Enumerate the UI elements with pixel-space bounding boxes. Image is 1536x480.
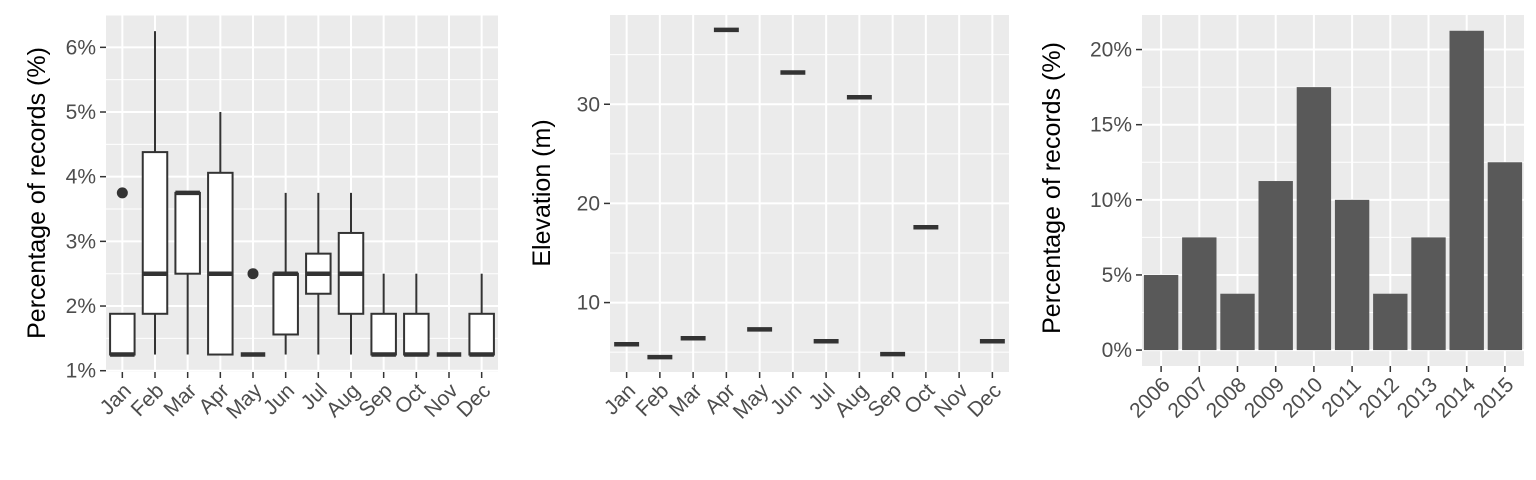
bar [1411,237,1446,351]
monthly-percentage-boxplot: 1%2%3%4%5%6%JanFebMarAprMayJunJulAugSepO… [23,14,498,424]
x-tick-label: Aug [322,379,365,422]
bar [1449,30,1484,351]
y-tick-label: 0% [1102,339,1132,362]
y-tick-label: 3% [66,230,96,253]
x-tick-label: Jan [600,379,640,419]
bar [1334,199,1370,351]
x-tick-label: 2008 [1202,373,1251,422]
y-tick-label: 4% [66,166,96,189]
y-tick-label: 5% [66,101,96,124]
outlier-point [247,268,259,280]
y-tick-label: 15% [1090,114,1132,137]
x-tick-label: 2009 [1240,373,1289,422]
bar [1258,181,1293,351]
x-tick-label: Mar [159,379,201,421]
bar [1182,237,1217,351]
x-tick-label: 2015 [1469,373,1518,422]
x-tick-label: 2014 [1431,373,1481,423]
bar [1373,293,1408,351]
x-tick-label: 2007 [1164,373,1213,422]
box [207,171,234,356]
y-tick-label: 1% [66,360,96,383]
y-tick-label: 2% [66,295,96,318]
plot-background [610,15,1009,372]
x-tick-label: Aug [830,379,873,422]
x-tick-label: 2011 [1317,373,1365,421]
x-tick-label: Jan [96,379,136,419]
box [370,312,397,356]
y-tick-label: 20 [577,192,600,215]
y-tick-label: 10 [577,292,600,315]
panel-2-y-axis-label: Elevation (m) [528,119,556,266]
x-tick-label: Oct [900,379,939,418]
bar [1487,162,1523,351]
x-tick-label: Mar [665,379,707,421]
x-tick-label: Jun [766,379,806,419]
yearly-percentage-bar-chart: 0%5%10%15%20%200620072008200920102011201… [1038,15,1524,423]
x-tick-label: Feb [632,379,674,421]
box [403,312,430,356]
bar [1296,87,1332,351]
x-tick-label: Dec [963,379,1006,422]
x-tick-label: Sep [863,379,906,422]
box [109,312,136,356]
x-tick-label: Dec [453,379,496,422]
box [272,272,299,336]
x-tick-label: Feb [127,379,169,421]
x-tick-label: 2013 [1393,373,1442,422]
x-tick-label: 2010 [1278,373,1327,422]
panel-3-y-axis-label: Percentage of records (%) [1038,42,1066,334]
y-tick-label: 30 [577,93,600,116]
bar [1220,293,1255,351]
y-tick-label: 20% [1090,39,1132,62]
panel-1-y-axis-label: Percentage of records (%) [23,47,51,339]
x-tick-label: Oct [391,379,430,418]
box [141,151,169,315]
plot-background [106,15,498,372]
box [174,191,201,275]
x-tick-label: Jun [259,379,299,419]
x-tick-label: 2012 [1355,373,1404,422]
monthly-elevation-boxplot: 102030JanFebMarAprMayJunJulAugSepOctNovD… [528,15,1009,424]
y-tick-label: 6% [66,36,96,59]
x-tick-label: Nov [930,379,973,422]
box [468,312,495,356]
bar [1143,274,1179,351]
x-tick-label: Sep [355,379,398,422]
outlier-point [116,187,128,199]
y-tick-label: 5% [1102,264,1132,287]
y-tick-label: 10% [1090,189,1132,212]
x-tick-label: 2006 [1125,373,1174,422]
